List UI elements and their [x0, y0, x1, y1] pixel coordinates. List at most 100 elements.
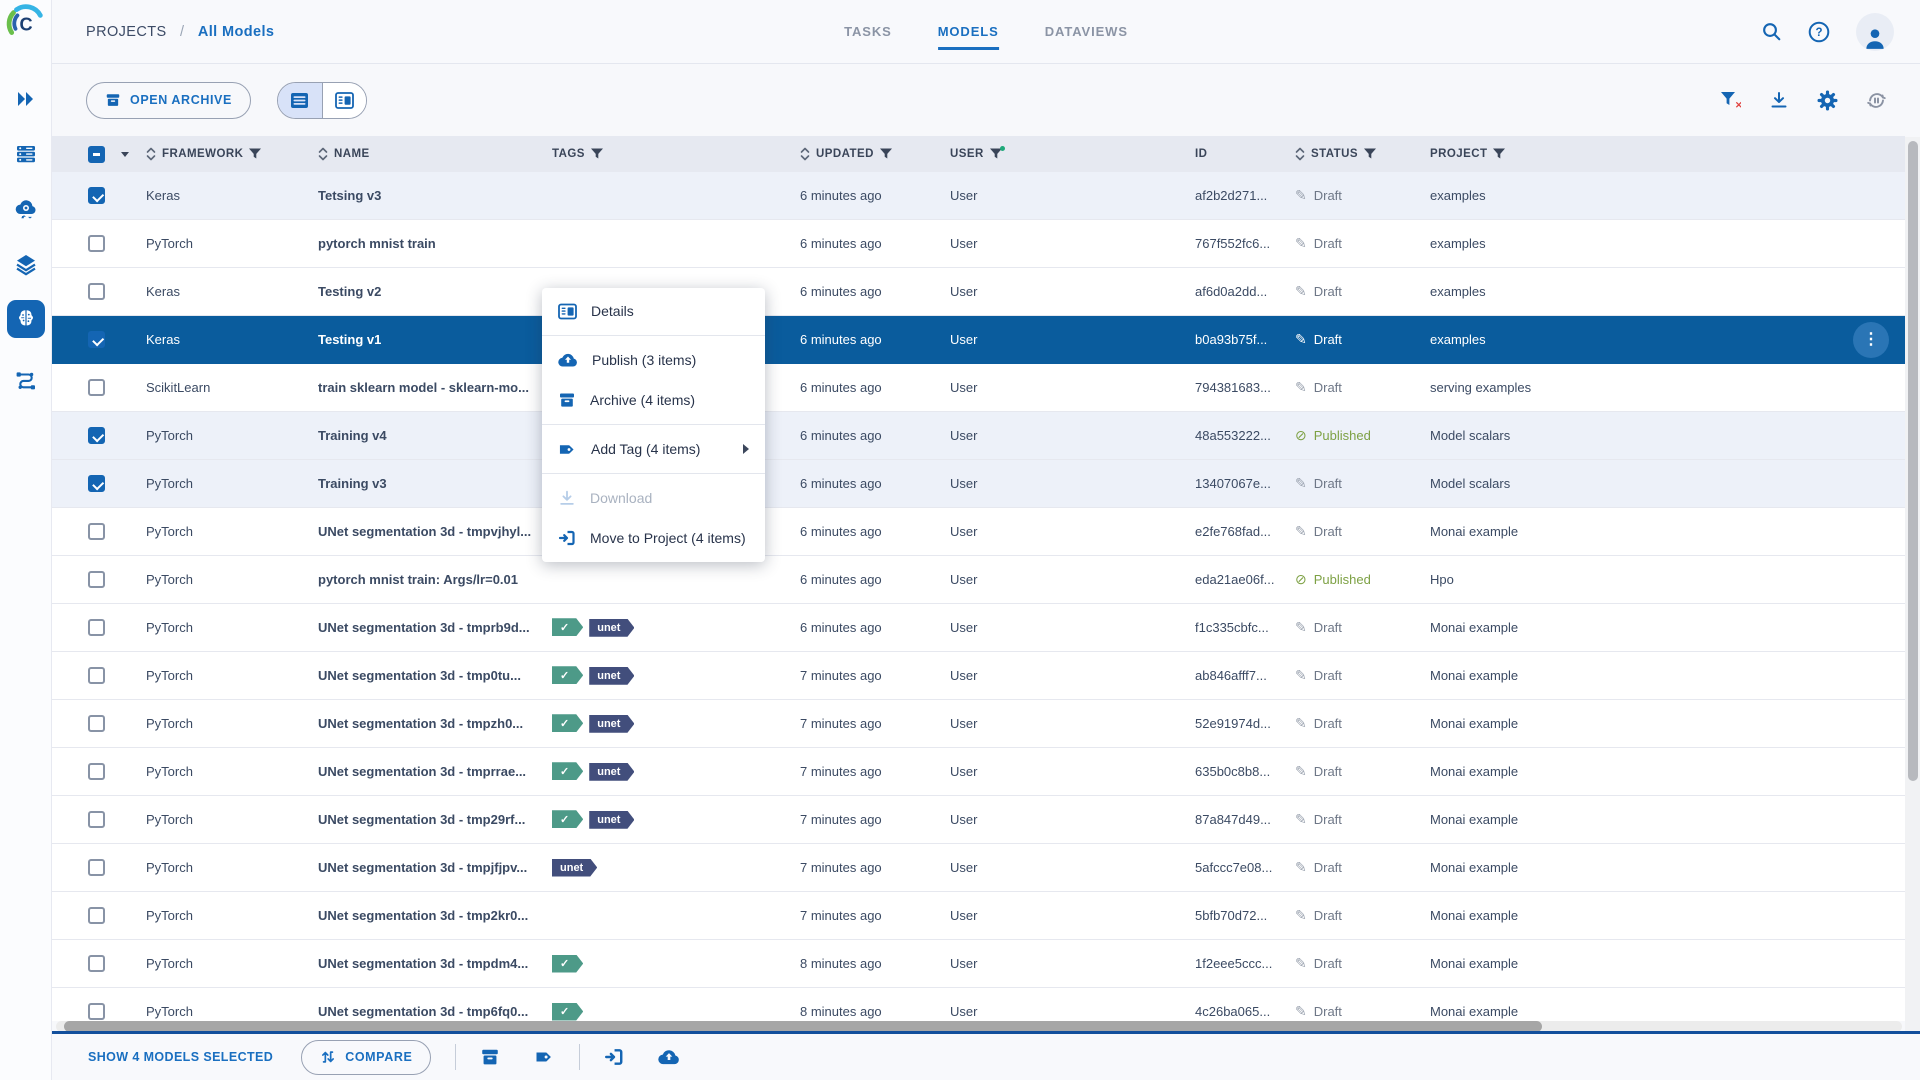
table-row[interactable]: Keras Testing v1 6 minutes ago User b0a93b75…	[52, 316, 1905, 364]
table-row[interactable]: PyTorch UNet segmentation 3d - tmp2kr0...…	[52, 892, 1905, 940]
download-icon[interactable]	[1769, 90, 1789, 110]
model-name-cell[interactable]: pytorch mnist train: Args/lr=0.01	[318, 572, 518, 587]
horizontal-scrollbar-thumb[interactable]	[64, 1021, 1542, 1032]
menu-item-move-to-project-4-items[interactable]: Move to Project (4 items)	[542, 518, 765, 558]
column-header-name[interactable]: NAME	[318, 147, 552, 161]
cloud-services-icon[interactable]	[0, 181, 52, 236]
model-name-cell[interactable]: Training v4	[318, 428, 387, 443]
tag-badge-check[interactable]: ✓	[552, 666, 583, 684]
column-header-user[interactable]: USER	[950, 146, 1195, 160]
row-checkbox[interactable]	[88, 427, 105, 444]
column-header-updated[interactable]: UPDATED	[800, 147, 950, 161]
model-name-cell[interactable]: Testing v2	[318, 284, 382, 299]
model-name-cell[interactable]: Testing v1	[318, 332, 382, 347]
filter-funnel-icon[interactable]	[1493, 148, 1506, 160]
tag-badge-check[interactable]: ✓	[552, 955, 583, 973]
table-row[interactable]: PyTorch UNet segmentation 3d - tmprrae...…	[52, 748, 1905, 796]
select-all-checkbox[interactable]	[88, 145, 105, 163]
tag-icon[interactable]	[534, 1048, 555, 1066]
model-name-cell[interactable]: Tetsing v3	[318, 188, 382, 203]
auto-refresh-icon[interactable]	[1866, 90, 1887, 111]
sort-icon[interactable]	[1295, 147, 1305, 161]
vertical-scrollbar-thumb[interactable]	[1907, 141, 1918, 781]
row-checkbox[interactable]	[88, 331, 105, 348]
workers-queues-icon[interactable]	[0, 126, 52, 181]
select-all-header[interactable]	[88, 145, 146, 163]
model-name-cell[interactable]: UNet segmentation 3d - tmp2kr0...	[318, 908, 529, 923]
row-checkbox[interactable]	[88, 667, 105, 684]
tab-tasks[interactable]: TASKS	[844, 24, 892, 39]
row-checkbox[interactable]	[88, 619, 105, 636]
menu-item-details[interactable]: Details	[542, 291, 765, 331]
row-checkbox[interactable]	[88, 763, 105, 780]
help-icon[interactable]: ?	[1808, 21, 1830, 43]
menu-item-add-tag-4-items[interactable]: Add Tag (4 items)	[542, 429, 765, 469]
model-name-cell[interactable]: Training v3	[318, 476, 387, 491]
tag-badge-check[interactable]: ✓	[552, 714, 583, 732]
menu-item-publish-3-items[interactable]: Publish (3 items)	[542, 340, 765, 380]
tag-badge-check[interactable]: ✓	[552, 810, 583, 828]
tab-models[interactable]: MODELS	[937, 24, 999, 50]
row-checkbox[interactable]	[88, 187, 105, 204]
table-row[interactable]: PyTorch Training v4 6 minutes ago User 48a55…	[52, 412, 1905, 460]
table-row[interactable]: ScikitLearn train sklearn model - sklearn…	[52, 364, 1905, 412]
table-row[interactable]: Keras Testing v2 6 minutes ago User af6d0a2d…	[52, 268, 1905, 316]
settings-gear-icon[interactable]	[1817, 90, 1838, 111]
tag-badge-unet[interactable]: unet	[589, 667, 634, 685]
filter-funnel-icon[interactable]	[249, 148, 262, 160]
row-checkbox[interactable]	[88, 955, 105, 972]
models-brain-icon[interactable]	[0, 291, 52, 346]
user-avatar[interactable]	[1856, 12, 1894, 51]
table-row[interactable]: PyTorch pytorch mnist train: Args/lr=0.01…	[52, 556, 1905, 604]
datasets-layers-icon[interactable]	[0, 236, 52, 291]
table-row[interactable]: PyTorch UNet segmentation 3d - tmprb9d...…	[52, 604, 1905, 652]
table-row[interactable]: PyTorch UNet segmentation 3d - tmpdm4... ✓…	[52, 940, 1905, 988]
row-checkbox[interactable]	[88, 475, 105, 492]
column-header-project[interactable]: PROJECT	[1430, 148, 1660, 160]
sort-icon[interactable]	[800, 147, 810, 161]
sort-icon[interactable]	[146, 147, 156, 161]
vertical-scrollbar[interactable]	[1905, 137, 1920, 1031]
column-header-status[interactable]: STATUS	[1295, 147, 1430, 161]
table-row[interactable]: PyTorch UNet segmentation 3d - tmpjfjpv..…	[52, 844, 1905, 892]
row-checkbox[interactable]	[88, 715, 105, 732]
clearml-logo[interactable]: C	[5, 3, 47, 45]
table-row[interactable]: PyTorch pytorch mnist train 6 minutes ago U…	[52, 220, 1905, 268]
row-checkbox[interactable]	[88, 571, 105, 588]
filter-funnel-icon[interactable]	[1364, 148, 1376, 160]
tag-badge-check[interactable]: ✓	[552, 618, 583, 636]
tag-badge-unet[interactable]: unet	[589, 619, 634, 637]
model-name-cell[interactable]: UNet segmentation 3d - tmprrae...	[318, 764, 527, 779]
row-checkbox[interactable]	[88, 283, 105, 300]
model-name-cell[interactable]: UNet segmentation 3d - tmp6fq0...	[318, 1004, 529, 1019]
clear-filters-icon[interactable]: ✕	[1719, 90, 1741, 110]
compare-button[interactable]: COMPARE	[301, 1039, 432, 1075]
model-name-cell[interactable]: UNet segmentation 3d - tmp29rf...	[318, 812, 526, 827]
table-row[interactable]: PyTorch UNet segmentation 3d - tmp0tu... ✓…	[52, 652, 1905, 700]
column-header-tags[interactable]: TAGS	[552, 148, 800, 160]
open-archive-button[interactable]: OPEN ARCHIVE	[86, 81, 251, 119]
move-to-project-icon[interactable]	[604, 1047, 624, 1067]
row-menu-kebab-button[interactable]: ⋮	[1853, 322, 1889, 358]
row-checkbox[interactable]	[88, 235, 105, 252]
filter-funnel-icon[interactable]	[989, 148, 1002, 160]
tab-dataviews[interactable]: DATAVIEWS	[1044, 24, 1128, 39]
table-row[interactable]: PyTorch UNet segmentation 3d - tmpzh0... ✓…	[52, 700, 1905, 748]
model-name-cell[interactable]: train sklearn model - sklearn-mo...	[318, 380, 529, 395]
table-row[interactable]: Keras Tetsing v3 6 minutes ago User af2b2d27…	[52, 172, 1905, 220]
table-row[interactable]: PyTorch UNet segmentation 3d - tmpvjhyl..…	[52, 508, 1905, 556]
row-checkbox[interactable]	[88, 1003, 105, 1020]
table-row[interactable]: PyTorch UNet segmentation 3d - tmp6fq0...…	[52, 988, 1905, 1021]
filter-funnel-icon[interactable]	[590, 148, 603, 160]
tag-badge-check[interactable]: ✓	[552, 762, 583, 780]
search-icon[interactable]	[1761, 21, 1782, 42]
publish-cloud-icon[interactable]	[658, 1048, 680, 1066]
table-row[interactable]: PyTorch UNet segmentation 3d - tmp29rf...…	[52, 796, 1905, 844]
row-checkbox[interactable]	[88, 523, 105, 540]
tag-badge-unet[interactable]: unet	[589, 811, 634, 829]
model-name-cell[interactable]: UNet segmentation 3d - tmpdm4...	[318, 956, 529, 971]
horizontal-scrollbar[interactable]	[56, 1021, 1902, 1032]
row-checkbox[interactable]	[88, 907, 105, 924]
breadcrumb-projects[interactable]: PROJECTS	[86, 23, 167, 40]
row-checkbox[interactable]	[88, 859, 105, 876]
